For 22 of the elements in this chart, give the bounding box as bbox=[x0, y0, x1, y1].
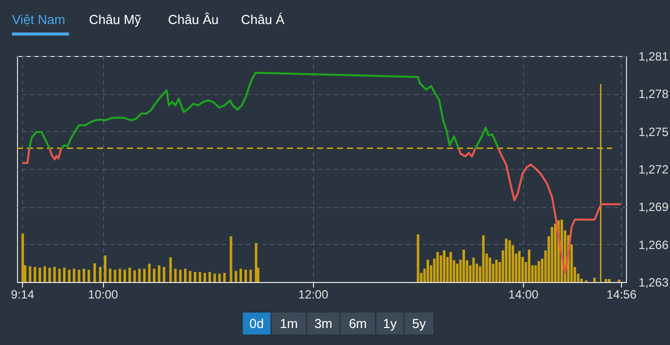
text: 0d bbox=[249, 316, 264, 331]
text: Việt Nam bbox=[12, 12, 66, 27]
text: 5y bbox=[412, 316, 426, 331]
x-tick-label: 9:14 bbox=[10, 288, 34, 302]
text: 1y bbox=[382, 316, 398, 331]
text: 3m bbox=[314, 316, 332, 331]
x-tick-label: 10:00 bbox=[88, 288, 118, 302]
x-tick-label: 14:56 bbox=[606, 288, 637, 302]
y-tick-label: 1,272 bbox=[638, 162, 669, 176]
y-tick-label: 1,275 bbox=[638, 124, 669, 139]
y-tick-label: 1,263 bbox=[638, 276, 669, 290]
x-tick-label: 12:00 bbox=[298, 288, 329, 302]
text: Châu Mỹ bbox=[89, 12, 142, 27]
text: Châu Âu bbox=[168, 12, 219, 27]
text: 1m bbox=[280, 316, 298, 331]
y-tick-label: 1,266 bbox=[638, 238, 669, 252]
text: Châu Á bbox=[241, 12, 285, 27]
x-tick-label: 14:00 bbox=[508, 288, 539, 302]
y-tick-label: 1,269 bbox=[638, 200, 669, 214]
y-tick-label: 1,278 bbox=[638, 87, 669, 102]
text: 6m bbox=[348, 316, 367, 331]
y-tick-label: 1,281 bbox=[638, 50, 669, 64]
